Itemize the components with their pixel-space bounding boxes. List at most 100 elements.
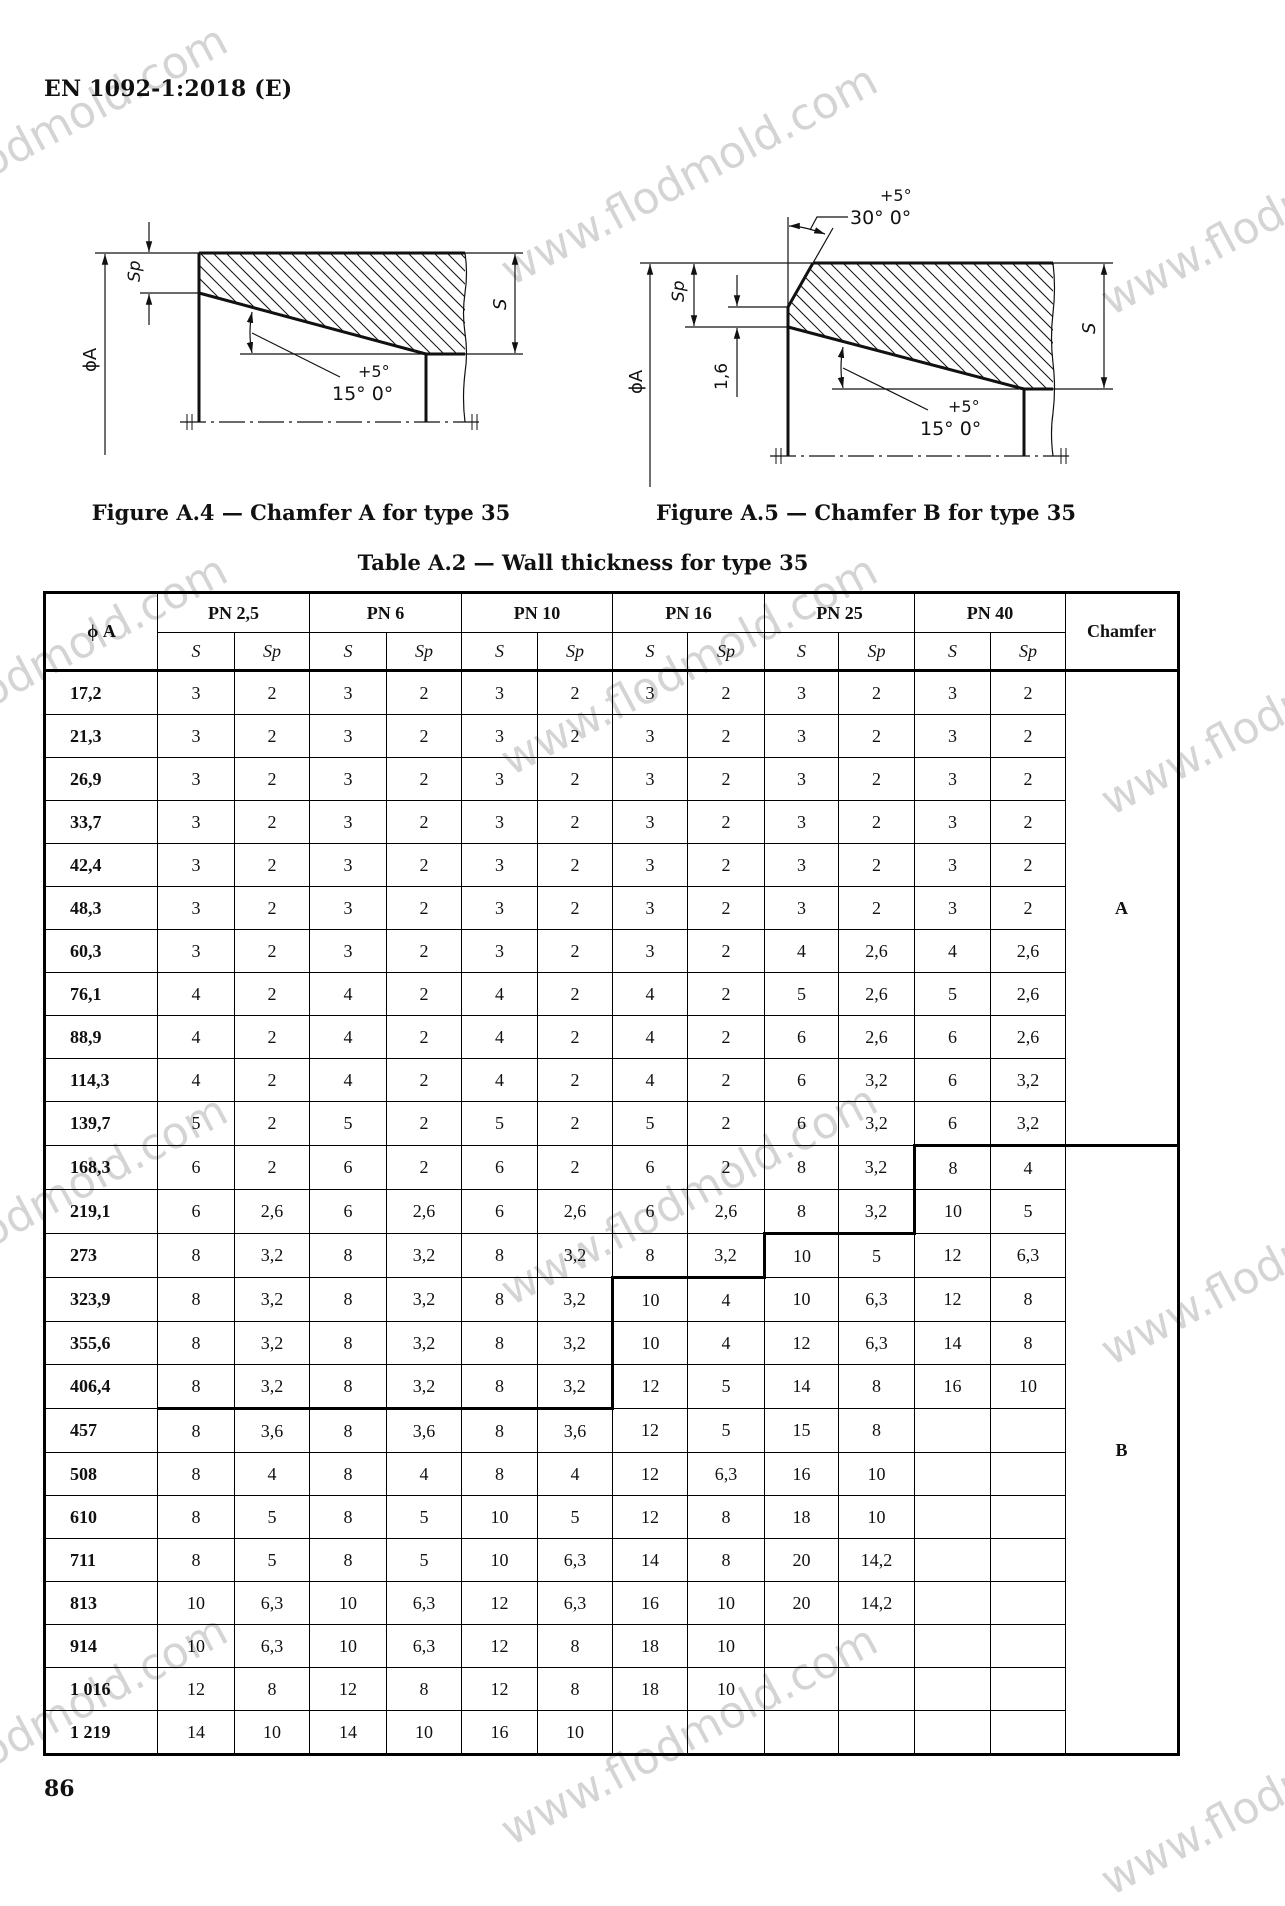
cell-sp: 2 <box>537 757 613 801</box>
header-pn-group: PN 6 <box>309 592 462 633</box>
cell-diameter: 355,6 <box>44 1321 158 1365</box>
cell-s: 16 <box>612 1581 688 1625</box>
cell-sp: 4 <box>990 1144 1066 1190</box>
cell-s: 3 <box>764 714 839 758</box>
cell-s: 14 <box>309 1710 387 1755</box>
cell-s: 6 <box>764 1015 839 1059</box>
hatch-line <box>891 263 1028 389</box>
cell-sp: 3,2 <box>234 1364 310 1409</box>
cell-s: 3 <box>309 843 387 887</box>
cell-s: 3 <box>309 800 387 844</box>
cell-s <box>764 1624 839 1668</box>
cell-s: 8 <box>309 1233 387 1278</box>
cell-s: 3 <box>914 757 991 801</box>
table-row: 1 219 14 10 14 10 16 10 <box>44 1710 1179 1755</box>
cell-sp: 6,3 <box>234 1624 310 1668</box>
cell-sp: 2,6 <box>838 1015 915 1059</box>
cell-sp: 10 <box>537 1710 613 1755</box>
hatch-line <box>930 263 1053 389</box>
cell-s: 12 <box>611 1364 688 1409</box>
cell-sp: 2 <box>537 670 613 715</box>
cell-sp: 3,2 <box>234 1233 310 1278</box>
cell-sp <box>838 1667 915 1711</box>
cell-s: 4 <box>309 1058 387 1102</box>
cell-s: 10 <box>461 1495 538 1539</box>
table-row: 26,9 3 2 3 2 3 2 3 2 3 2 3 2 <box>44 757 1179 801</box>
table-row: 114,3 4 2 4 2 4 2 4 2 6 3,2 6 3,2 <box>44 1058 1179 1102</box>
cell-sp: 2 <box>386 929 462 973</box>
cell-s: 10 <box>913 1189 991 1234</box>
cell-s: 16 <box>764 1452 839 1496</box>
cell-sp: 2 <box>537 886 613 930</box>
cell-sp: 2 <box>537 1058 613 1102</box>
table-row: 33,7 3 2 3 2 3 2 3 2 3 2 3 2 <box>44 800 1179 844</box>
cell-s: 8 <box>309 1495 387 1539</box>
table-row: 48,3 3 2 3 2 3 2 3 2 3 2 3 2 <box>44 886 1179 930</box>
cell-s: 3 <box>914 714 991 758</box>
hatch-line <box>339 253 451 354</box>
cell-sp: 2 <box>838 670 915 715</box>
cell-s <box>764 1710 839 1755</box>
cell-s: 4 <box>612 1058 688 1102</box>
hatch-line <box>995 263 1053 389</box>
cell-s: 3 <box>914 800 991 844</box>
cell-s: 8 <box>309 1364 387 1409</box>
a4-s-label: S <box>490 299 511 310</box>
figure-a4-caption: Figure A.4 — Chamfer A for type 35 <box>91 500 511 525</box>
cell-sp: 2 <box>990 757 1066 801</box>
cell-s: 4 <box>157 972 235 1016</box>
cell-s: 3 <box>612 757 688 801</box>
cell-sp: 8 <box>990 1277 1066 1322</box>
cell-s: 3 <box>157 843 235 887</box>
cell-sp: 2 <box>234 843 310 887</box>
cell-diameter: 42,4 <box>44 843 158 887</box>
cell-sp: 5 <box>386 1538 462 1582</box>
cell-diameter: 813 <box>44 1581 158 1625</box>
header-pn-group: PN 10 <box>461 592 613 633</box>
cell-s: 3 <box>157 800 235 844</box>
cell-s: 3 <box>309 886 387 930</box>
cell-s: 12 <box>914 1233 991 1278</box>
cell-sp: 6,3 <box>990 1233 1066 1278</box>
cell-sp: 2 <box>386 670 462 715</box>
figure-a4-drawing: ϕA Sp S +5° 15° 0° ϕA Sp 1,6 S +5° <box>80 186 1113 487</box>
cell-diameter: 1 016 <box>44 1667 158 1711</box>
cell-sp: 3,2 <box>234 1321 310 1365</box>
cell-s: 3 <box>914 670 991 715</box>
cell-sp: 10 <box>234 1710 310 1755</box>
cell-sp: 2 <box>990 843 1066 887</box>
cell-s: 3 <box>157 886 235 930</box>
cell-s: 8 <box>461 1452 538 1496</box>
cell-sp: 3,2 <box>537 1233 613 1278</box>
cell-sp: 5 <box>838 1232 915 1278</box>
hatch-line <box>943 263 1053 389</box>
cell-s: 3 <box>914 843 991 887</box>
cell-s: 10 <box>611 1276 688 1322</box>
cell-s: 4 <box>612 1015 688 1059</box>
cell-s <box>764 1667 839 1711</box>
a5-angle30-main: 30° 0° <box>850 207 911 229</box>
table-row: 21,3 3 2 3 2 3 2 3 2 3 2 3 2 <box>44 714 1179 758</box>
cell-sp: 5 <box>386 1495 462 1539</box>
cell-s: 4 <box>461 1058 538 1102</box>
cell-s: 4 <box>461 972 538 1016</box>
cell-sp <box>990 1624 1066 1668</box>
table-row: 273 8 3,2 8 3,2 8 3,2 8 3,2 10 5 12 6,3 <box>44 1232 1179 1278</box>
cell-sp <box>990 1452 1066 1496</box>
cell-sp: 6,3 <box>537 1538 613 1582</box>
cell-s: 10 <box>309 1624 387 1668</box>
cell-sp: 2 <box>386 1015 462 1059</box>
cell-sp: 3,2 <box>537 1277 613 1322</box>
cell-s: 8 <box>461 1233 538 1278</box>
cell-s: 6 <box>461 1189 538 1234</box>
header-sp: Sp <box>687 632 765 672</box>
cell-s: 14 <box>157 1710 235 1755</box>
cell-sp: 4 <box>687 1321 765 1365</box>
cell-sp: 2 <box>537 972 613 1016</box>
cell-sp <box>838 1710 915 1755</box>
cell-sp: 6,3 <box>537 1581 613 1625</box>
cell-s: 4 <box>764 929 839 973</box>
cell-sp: 4 <box>234 1452 310 1496</box>
cell-diameter: 88,9 <box>44 1015 158 1059</box>
cell-diameter: 406,4 <box>44 1364 158 1409</box>
